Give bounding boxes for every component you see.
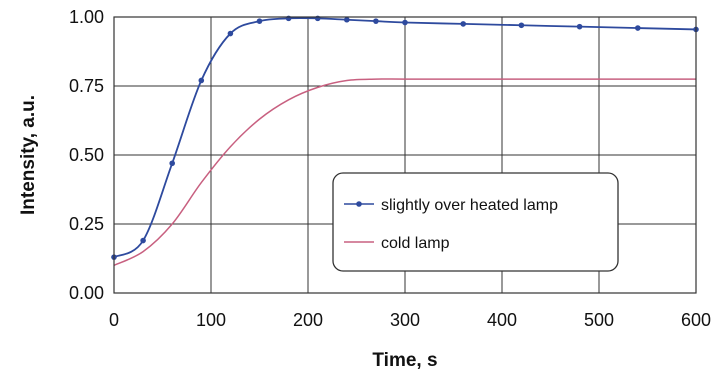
x-tick-label: 200 — [293, 310, 323, 330]
x-tick-label: 100 — [196, 310, 226, 330]
legend-label-over-heated: slightly over heated lamp — [381, 197, 558, 214]
series-line-0 — [113, 17, 697, 258]
tick-labels: 0 100 200 300 400 500 600 0.00 0.25 0.50 0.75 1.00 — [69, 7, 711, 330]
x-tick-label: 400 — [487, 310, 517, 330]
y-tick-label: 0.75 — [69, 76, 104, 96]
data-point — [169, 160, 175, 167]
x-axis-title: Time, s — [372, 350, 437, 371]
data-point — [576, 23, 583, 30]
series-line-1 — [113, 78, 696, 267]
data-point — [518, 22, 525, 29]
data-point — [635, 25, 641, 31]
data-point — [402, 19, 408, 26]
y-tick-label: 0.25 — [69, 214, 104, 234]
legend-box — [332, 172, 619, 272]
data-point — [373, 18, 379, 24]
data-point — [198, 77, 205, 84]
data-point — [460, 21, 467, 27]
y-tick-label: 1.00 — [69, 7, 104, 27]
x-tick-label: 600 — [681, 310, 711, 330]
legend-label-cold: cold lamp — [381, 235, 450, 252]
data-point — [344, 16, 350, 23]
y-tick-label: 0.50 — [69, 145, 104, 165]
legend-marker-over-heated — [356, 201, 362, 207]
x-tick-label: 300 — [390, 310, 420, 330]
y-tick-label: 0.00 — [69, 283, 104, 303]
plot-border — [113, 16, 697, 294]
data-point — [227, 30, 234, 37]
data-point — [256, 18, 263, 24]
data-point — [140, 237, 146, 244]
x-tick-label: 0 — [109, 310, 119, 330]
legend: slightly over heated lamp cold lamp — [332, 172, 619, 272]
y-axis-title: Intensity, a.u. — [18, 95, 39, 215]
series-layer — [111, 15, 699, 267]
x-tick-label: 500 — [584, 310, 614, 330]
